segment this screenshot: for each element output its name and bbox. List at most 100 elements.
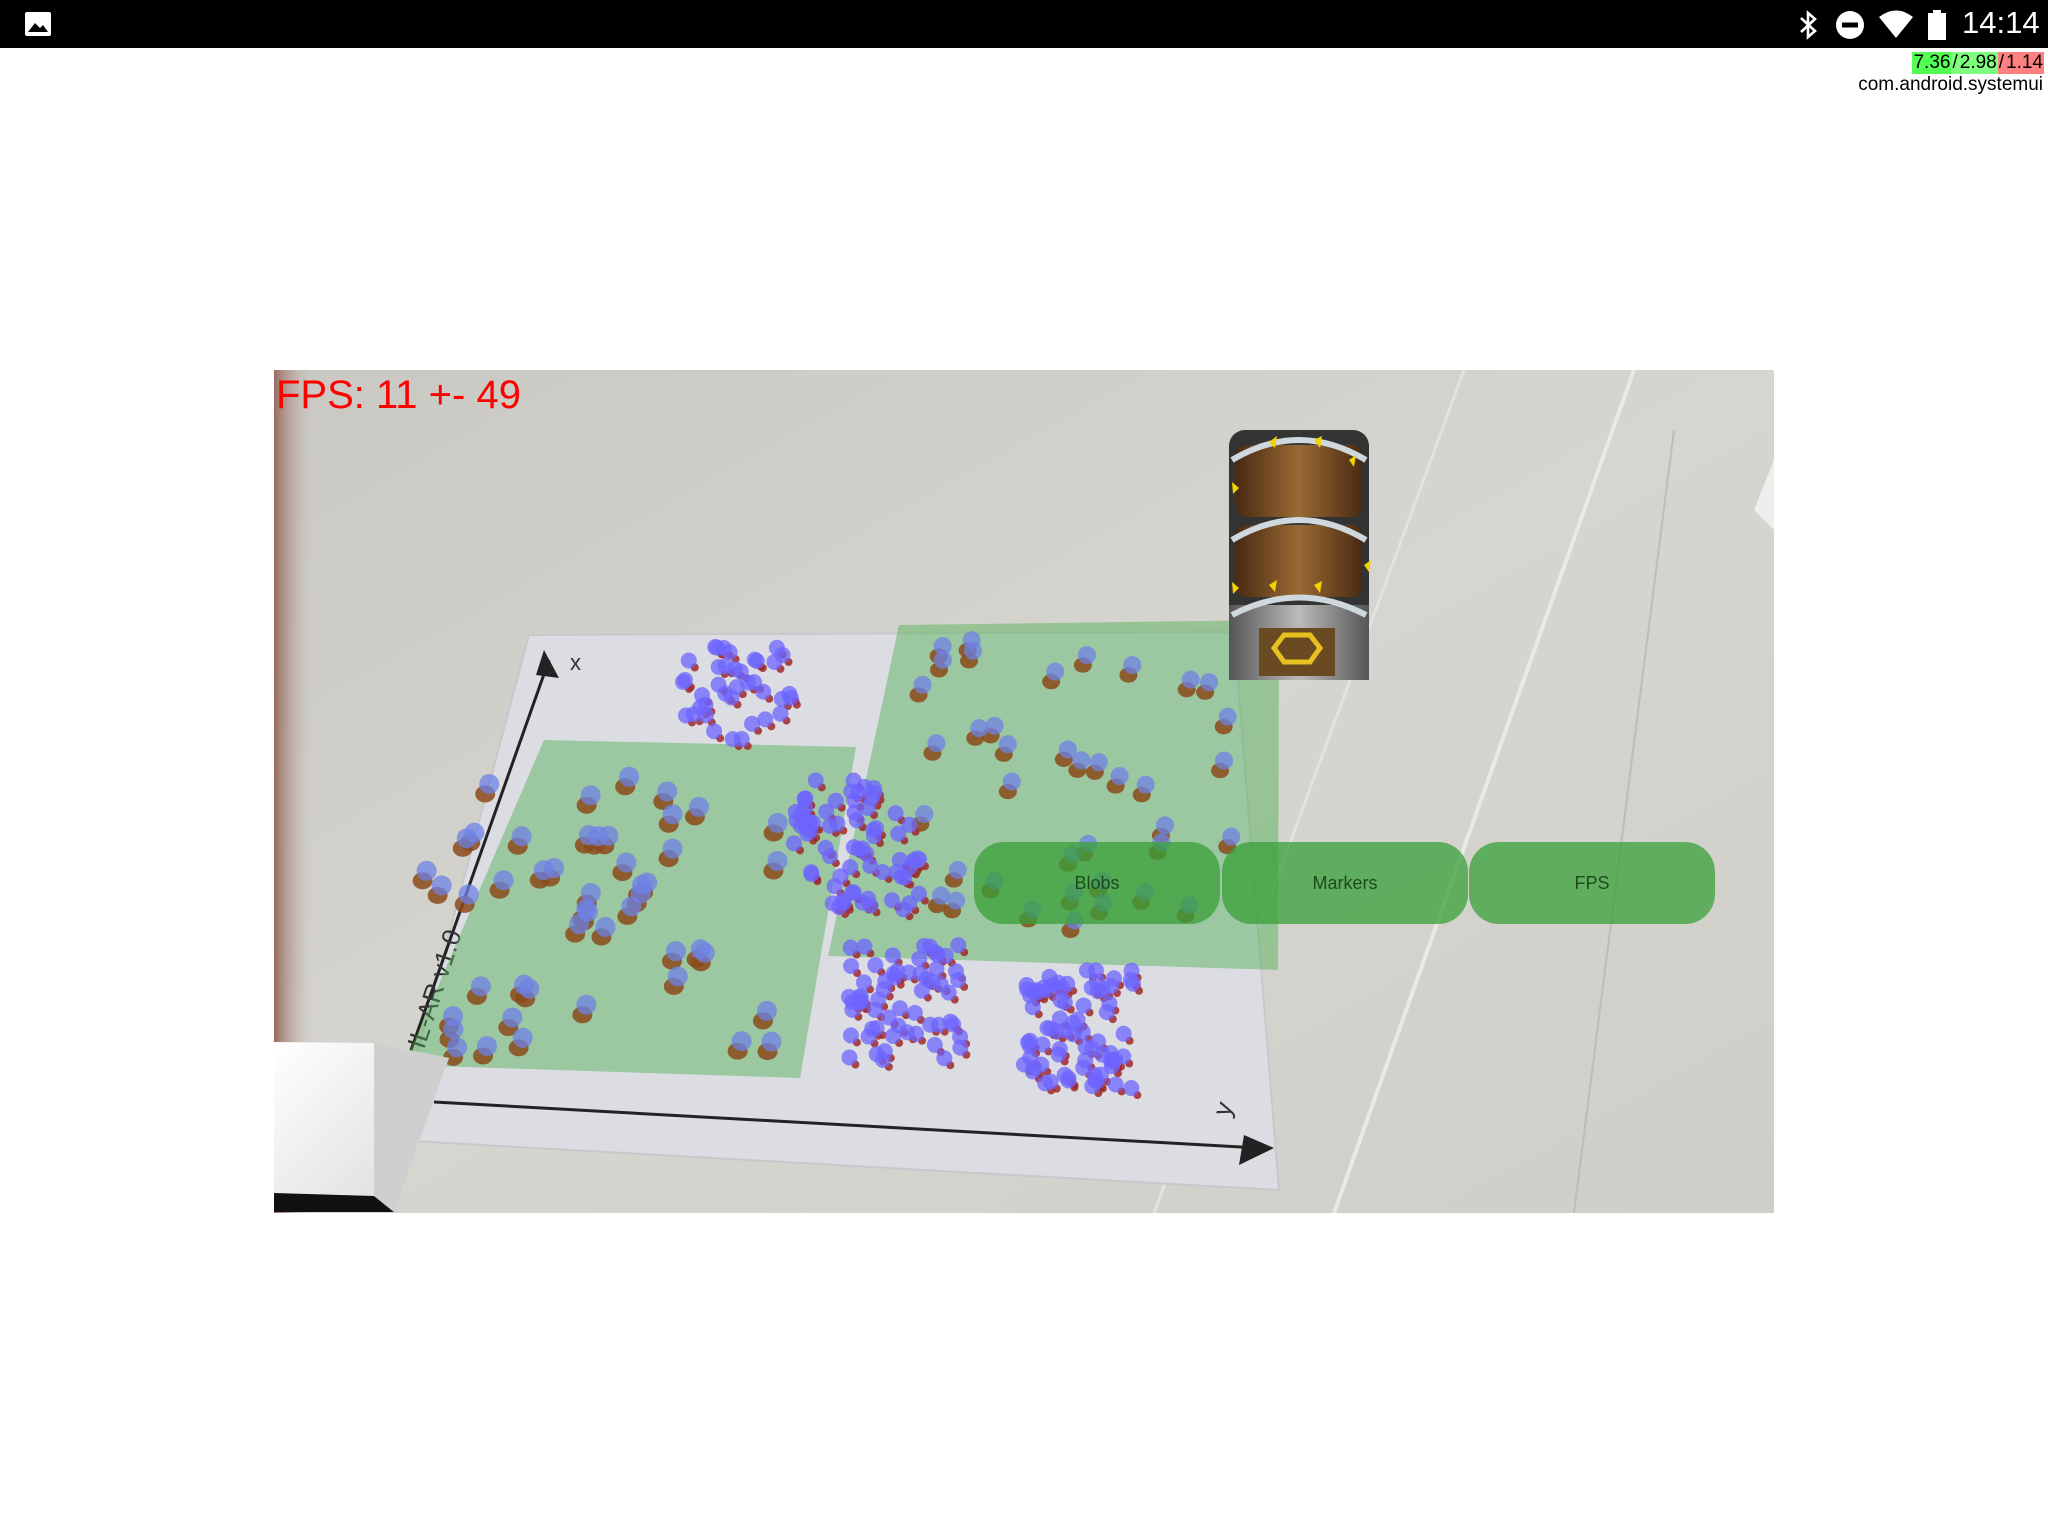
- virtual-cube-side: [374, 1043, 449, 1212]
- blob-dot: [841, 1049, 858, 1066]
- blob-dot: [1058, 740, 1077, 759]
- blob-dot: [928, 961, 945, 978]
- blob-dot: [832, 868, 849, 885]
- blob-dot: [580, 883, 601, 904]
- blob-dot: [922, 1016, 939, 1033]
- blob-dot: [1218, 707, 1237, 726]
- blob-dot: [884, 892, 901, 909]
- blob-dot: [767, 812, 788, 833]
- blob-dot: [948, 861, 967, 880]
- blob-dot: [842, 939, 859, 956]
- blob-dot: [829, 815, 846, 832]
- blob-dot: [927, 734, 946, 753]
- blob-dot: [1105, 970, 1122, 987]
- blob-dot: [962, 631, 981, 650]
- blob-dot: [796, 790, 813, 807]
- blob-dot: [877, 973, 894, 990]
- load-15min: 1.14: [2005, 52, 2044, 74]
- tile-seam: [1573, 429, 1675, 1213]
- blob-dot: [1002, 772, 1021, 791]
- blob-dot: [723, 689, 740, 706]
- blob-dot: [1072, 751, 1091, 770]
- blob-dot: [464, 822, 485, 843]
- blob-dot: [1034, 1036, 1051, 1053]
- blob-dot: [443, 1019, 464, 1040]
- wifi-icon: [1879, 10, 1913, 38]
- blob-dot: [908, 1025, 925, 1042]
- axis-x-line: [402, 659, 551, 1071]
- blob-dot: [1136, 775, 1155, 794]
- blob-dot: [470, 976, 491, 997]
- blob-dot: [862, 857, 879, 874]
- blob-dot: [1046, 662, 1065, 681]
- blob-dot: [1059, 975, 1076, 992]
- load-values: 7.36 / 2.98 / 1.14: [1857, 52, 2044, 74]
- blob-dot: [884, 947, 901, 964]
- blob-dot: [891, 1000, 908, 1017]
- blob-dot: [1042, 1073, 1059, 1090]
- blob-dot: [665, 941, 686, 962]
- blob-dot: [1074, 1023, 1091, 1040]
- blob-dot: [890, 825, 907, 842]
- blob-dot: [772, 705, 789, 722]
- blob-dot: [1051, 1040, 1068, 1057]
- axis-x-arrow: [536, 650, 559, 678]
- blob-dot: [761, 1031, 782, 1052]
- blob-dot: [630, 883, 651, 904]
- blob-dot: [667, 966, 688, 987]
- blob-dot: [1030, 984, 1047, 1001]
- blob-dot: [970, 719, 989, 738]
- blob-dot: [619, 766, 640, 787]
- blob-dot: [803, 864, 820, 881]
- blob-dot: [1123, 1080, 1140, 1097]
- virtual-cube-shadow: [274, 1193, 394, 1212]
- fps-readout: FPS: 11 +- 49: [276, 373, 521, 417]
- blob-dot: [932, 976, 949, 993]
- blob-dot: [942, 1013, 959, 1030]
- blob-dot: [950, 937, 967, 954]
- blob-dot: [744, 715, 761, 732]
- process-name: com.android.systemui: [1858, 74, 2043, 95]
- blob-dot: [662, 838, 683, 859]
- blob-dot: [685, 706, 702, 723]
- blob-dot: [511, 826, 532, 847]
- load-average-overlay: 7.36 / 2.98 / 1.14 com.android.systemui: [1857, 52, 2044, 96]
- blob-dot: [724, 731, 741, 748]
- blob-dot: [1075, 997, 1092, 1014]
- blob-dot: [576, 898, 597, 919]
- do-not-disturb-icon: [1836, 11, 1864, 39]
- blob-dot: [922, 938, 939, 955]
- axis-y-arrow: [1239, 1135, 1274, 1165]
- blob-dot: [952, 1039, 969, 1056]
- blob-dot: [588, 826, 609, 847]
- tile-seam: [1332, 370, 1636, 1213]
- blobs-button[interactable]: Blobs: [974, 842, 1220, 924]
- blob-dot: [576, 994, 597, 1015]
- blob-dot: [657, 781, 678, 802]
- blob-dot: [458, 884, 479, 905]
- blob-dot: [855, 974, 872, 991]
- blob-dot: [947, 891, 966, 910]
- fps-button[interactable]: FPS: [1469, 842, 1715, 924]
- blob-dot: [867, 957, 884, 974]
- blob-dot: [1181, 670, 1200, 689]
- blob-dot: [710, 659, 727, 676]
- blob-dot: [1122, 971, 1139, 988]
- blob-dot: [985, 716, 1004, 735]
- blob-dot: [477, 1035, 498, 1056]
- blob-dot: [868, 1020, 885, 1037]
- blob-dot: [1123, 656, 1142, 675]
- blob-dot: [895, 901, 912, 918]
- bluetooth-icon: [1800, 10, 1817, 40]
- ar-camera-view[interactable]: x y IL-AR v1.0: [274, 370, 1774, 1213]
- blob-dot: [817, 839, 834, 856]
- blob-dot: [1078, 962, 1095, 979]
- markers-button[interactable]: Markers: [1222, 842, 1468, 924]
- blob-dot: [844, 1001, 861, 1018]
- blob-dot: [932, 886, 951, 905]
- blob-dot: [885, 1027, 902, 1044]
- load-1min: 7.36: [1912, 52, 1952, 74]
- battery-icon: [1928, 10, 1946, 40]
- blob-dot: [479, 774, 500, 795]
- camera-scene: x y IL-AR v1.0: [274, 370, 1774, 1213]
